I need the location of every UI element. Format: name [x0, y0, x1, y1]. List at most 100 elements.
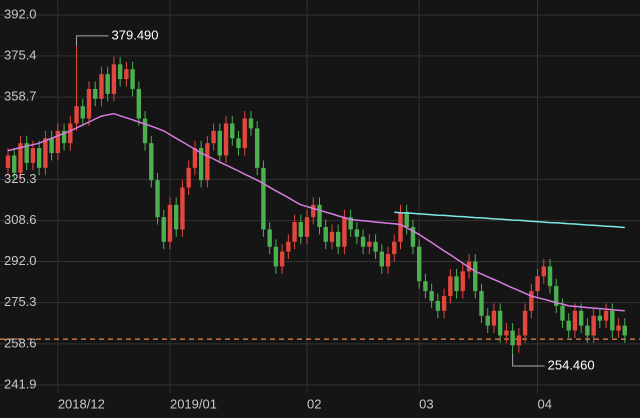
candle-body — [585, 325, 590, 336]
candle-body — [230, 123, 235, 139]
candle-body — [186, 167, 191, 188]
candle-body — [597, 315, 603, 321]
candle-body — [329, 231, 335, 242]
annotation: 254.460 — [548, 357, 595, 372]
candle-body — [454, 276, 459, 292]
candle-body — [211, 130, 216, 144]
candle-body — [86, 88, 92, 119]
y-tick-label: 275.3 — [4, 294, 37, 309]
candle-body — [124, 69, 129, 80]
candle-body — [117, 64, 123, 80]
candle-body — [5, 155, 11, 168]
candle-body — [554, 286, 559, 306]
line-series — [394, 211, 625, 229]
candle-body — [392, 241, 397, 255]
line-series — [7, 112, 625, 312]
candle-body — [30, 148, 36, 163]
candle-body — [242, 118, 247, 149]
candle-body — [367, 241, 372, 247]
y-tick-label: 375.4 — [4, 47, 37, 62]
candle-body — [61, 130, 67, 144]
candle-body — [504, 330, 509, 336]
y-tick-label: 392.0 — [4, 6, 37, 21]
candle-body — [510, 330, 515, 346]
candle-body — [578, 310, 584, 326]
candle-body — [99, 74, 104, 99]
candle-body — [535, 276, 540, 292]
candle-body — [603, 310, 609, 321]
candle-body — [423, 281, 428, 292]
candle-body — [404, 212, 409, 227]
candle-body — [541, 266, 546, 277]
candle-body — [174, 204, 179, 230]
candle-body — [398, 212, 403, 242]
candle-body — [298, 222, 304, 237]
candle-body — [261, 167, 266, 230]
candle-body — [55, 130, 61, 154]
candle-body — [273, 246, 279, 267]
candle-body — [36, 148, 42, 168]
candle-body — [416, 246, 422, 282]
candle-body — [111, 64, 117, 94]
candle-body — [342, 217, 347, 247]
candle-body — [497, 310, 503, 336]
candle-body — [80, 106, 85, 119]
candle-body — [485, 315, 490, 326]
candle-body — [473, 261, 478, 292]
candle-body — [192, 148, 198, 168]
candle-body — [136, 88, 142, 119]
candle-body — [74, 106, 79, 124]
candle-body — [522, 310, 528, 336]
candle-body — [360, 236, 366, 247]
annotation-line — [76, 35, 109, 46]
candle-body — [491, 310, 497, 326]
candle-body — [348, 217, 353, 230]
candle-body — [516, 335, 522, 346]
candle-body — [385, 254, 391, 267]
candle-body — [560, 305, 565, 321]
candle-body — [142, 118, 148, 144]
candle-body — [317, 204, 322, 227]
candle-body — [529, 291, 534, 311]
candle-body — [286, 241, 291, 252]
y-tick-label: 292.0 — [4, 253, 37, 268]
candle-body — [105, 74, 110, 94]
candle-body — [155, 180, 160, 218]
candle-body — [479, 291, 484, 316]
candle-body — [255, 128, 260, 168]
candle-body — [354, 229, 360, 237]
candle-body — [49, 138, 54, 154]
candle-body — [591, 315, 596, 336]
candle-body — [616, 325, 621, 331]
candle-body — [373, 241, 378, 252]
candle-body — [460, 271, 465, 292]
candle-body — [68, 123, 73, 144]
candle-body — [149, 143, 154, 181]
y-tick-label: 241.9 — [4, 376, 37, 391]
candle-body — [304, 217, 310, 237]
candle-body — [379, 251, 384, 267]
candle-body — [292, 222, 297, 242]
candle-body — [279, 251, 285, 267]
x-tick-label: 2019/01 — [170, 396, 217, 411]
candle-body — [236, 138, 241, 149]
x-tick-label: 04 — [538, 396, 552, 411]
candle-body — [335, 231, 341, 247]
candle-body — [547, 266, 553, 287]
y-tick-label: 358.7 — [4, 89, 37, 104]
annotation: 379.490 — [112, 27, 159, 42]
candle-body — [566, 320, 571, 331]
x-tick-label: 2018/12 — [58, 396, 105, 411]
candle-body — [267, 229, 272, 247]
candle-body — [448, 276, 453, 297]
candle-body — [130, 69, 135, 89]
candle-body — [248, 118, 254, 129]
candle-body — [441, 296, 447, 311]
candle-body — [43, 138, 48, 168]
annotation-line — [512, 354, 545, 367]
x-tick-label: 02 — [307, 396, 321, 411]
candle-body — [429, 291, 434, 301]
candle-body — [223, 123, 229, 156]
candle-body — [205, 143, 210, 181]
